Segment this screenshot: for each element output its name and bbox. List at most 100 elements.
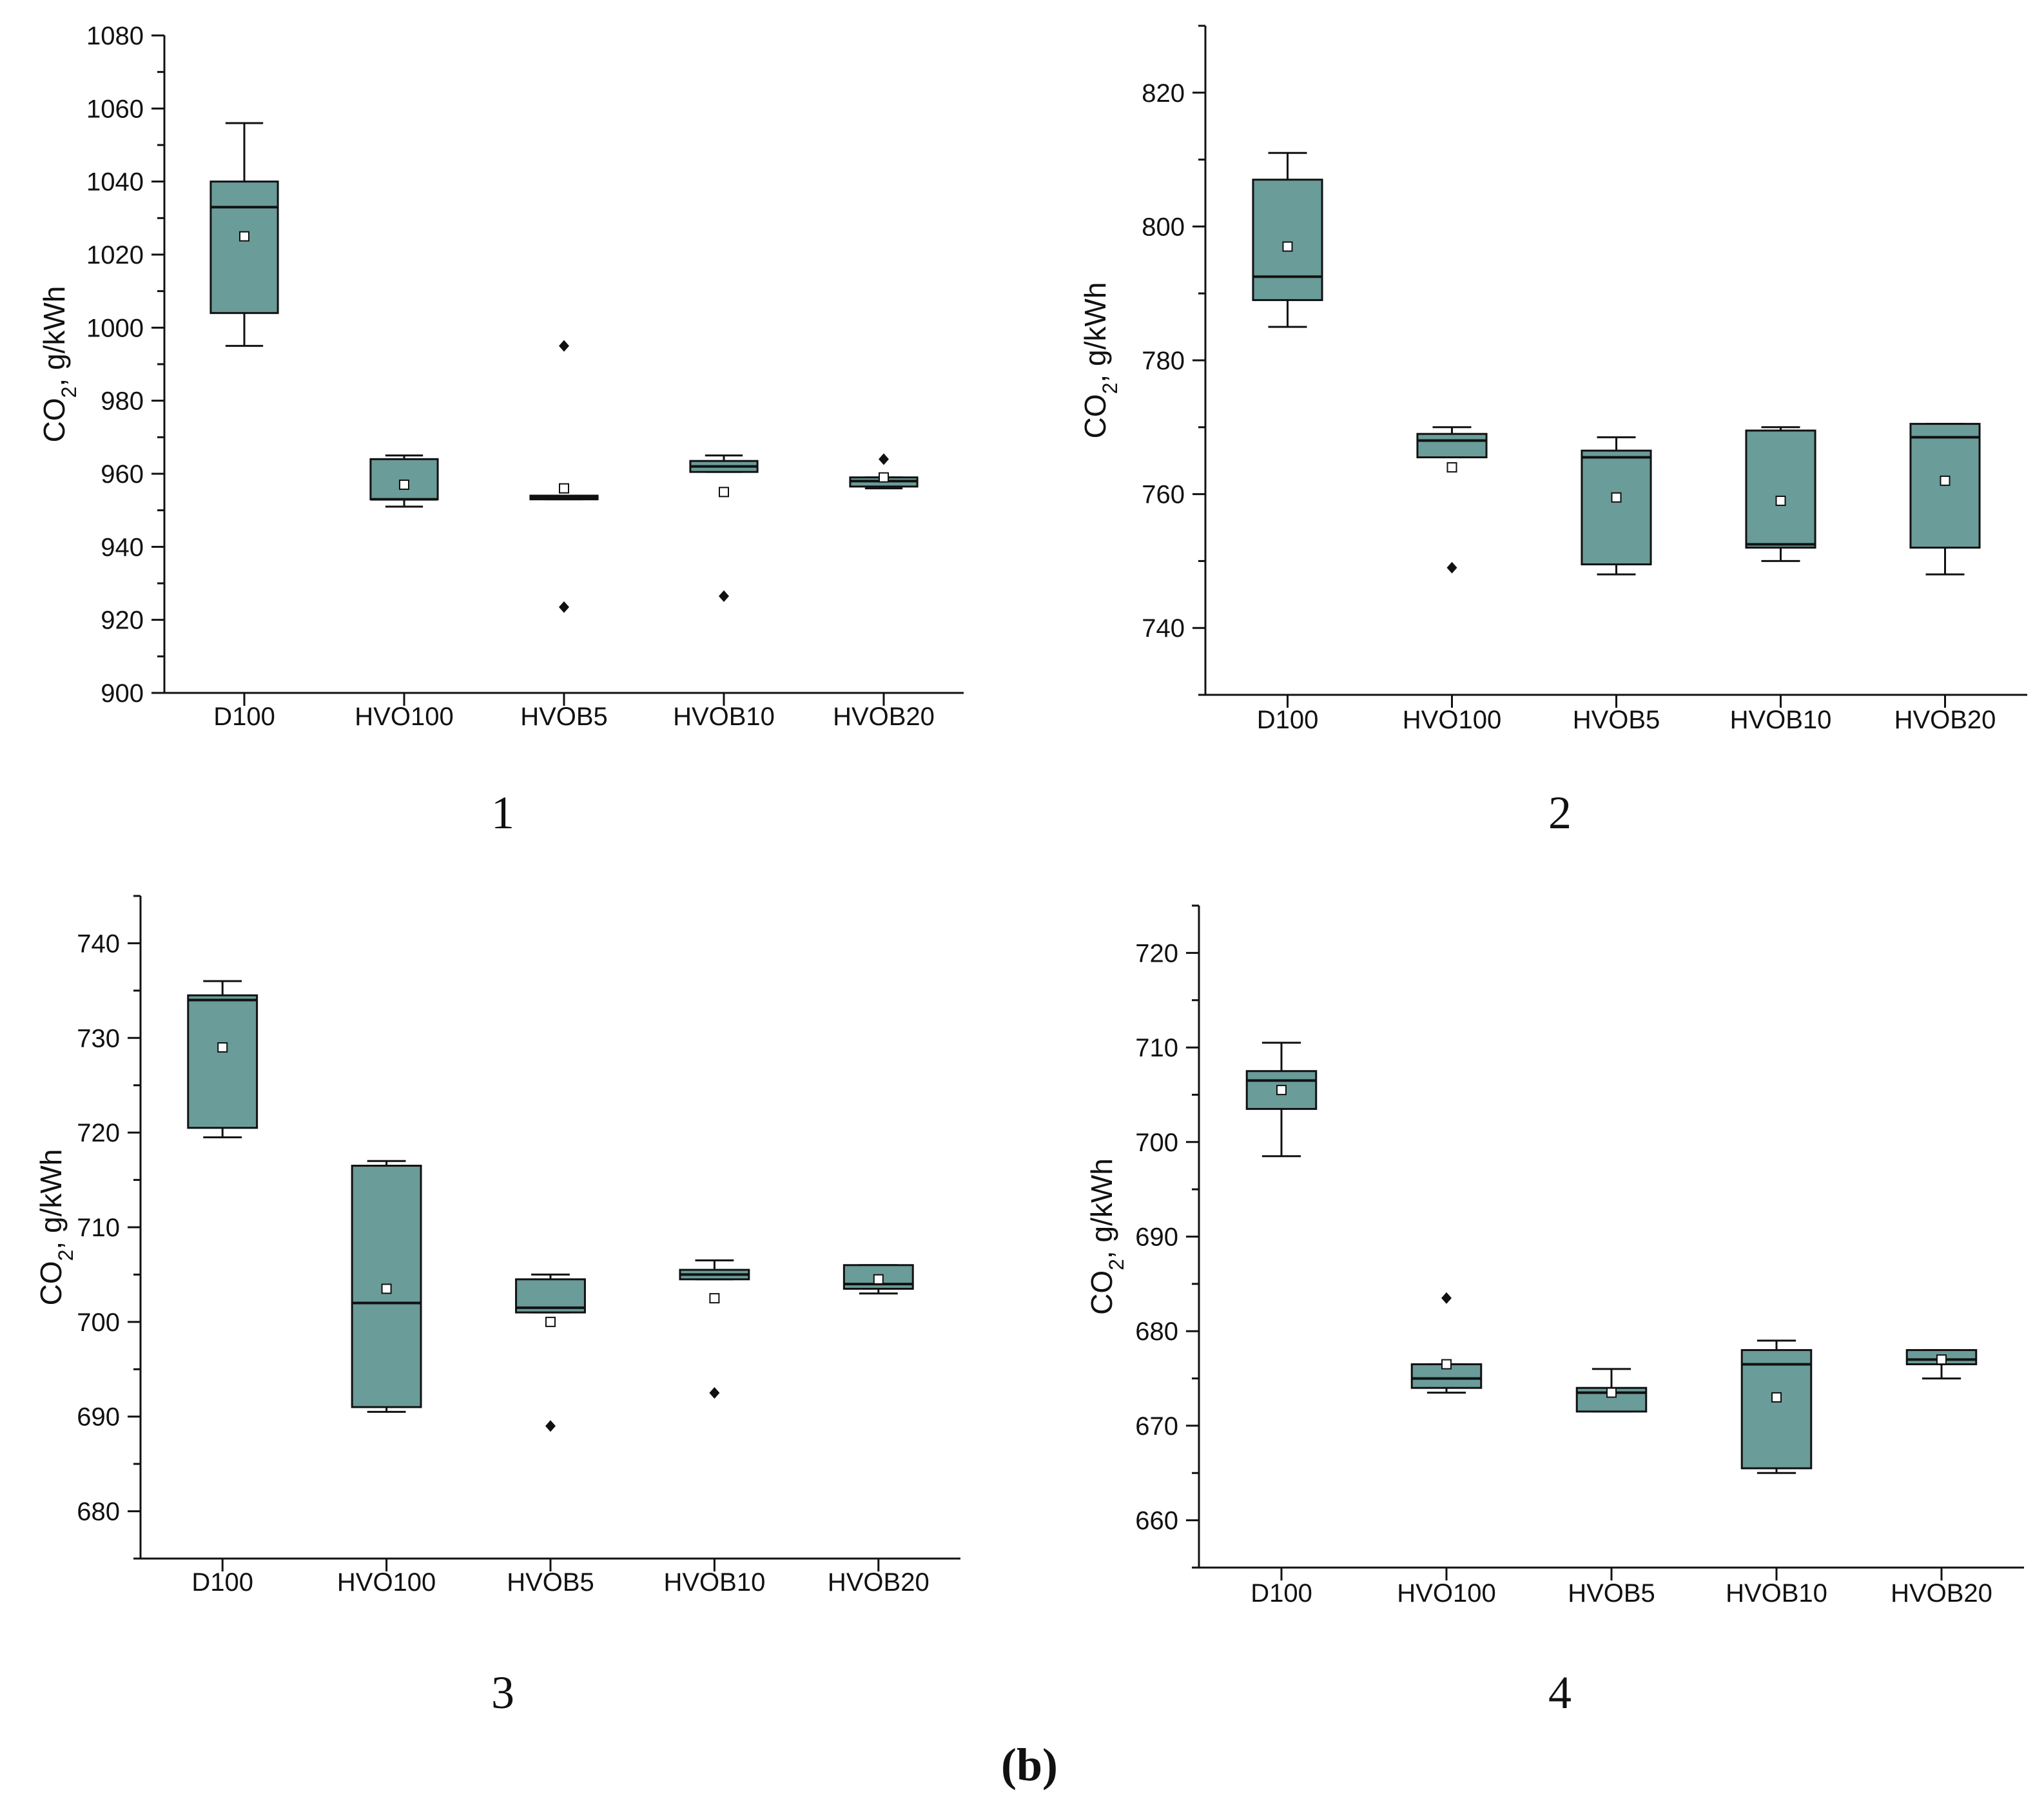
mean-marker <box>1940 475 1951 486</box>
chart-panel-1: 900 920 940 960 980 1000 1020 1040 1060 1080 CO2, … <box>37 22 964 839</box>
box-hvob10 <box>679 1259 750 1399</box>
y-tick-label: 690 <box>1135 1223 1178 1252</box>
y-tick-label: 740 <box>77 929 120 958</box>
box-hvob20 <box>849 453 919 490</box>
y-tick-label: 660 <box>1135 1507 1178 1535</box>
y-tick-label: 1000 <box>86 314 144 342</box>
mean-marker <box>559 483 569 494</box>
box-hvob10 <box>689 454 759 602</box>
x-tick-label-hvob5: HVOB5 <box>507 1568 594 1597</box>
mean-marker <box>1775 495 1786 506</box>
iqr-box <box>1416 433 1488 459</box>
y-tick-label: 730 <box>77 1024 120 1053</box>
mean-marker <box>239 231 249 242</box>
y-tick-label: 900 <box>101 679 144 708</box>
mean-marker <box>1446 462 1457 473</box>
x-tick-label-hvob20: HVOB20 <box>1891 1579 1992 1608</box>
y-tick-label: 1080 <box>86 22 144 50</box>
panel-number: 2 <box>1548 787 1572 839</box>
y-tick-label: 980 <box>101 387 144 416</box>
x-tick-label-hvob5: HVOB5 <box>1573 706 1660 734</box>
x-tick-label-hvo100: HVO100 <box>337 1568 436 1597</box>
outlier-point <box>545 1420 556 1432</box>
box-hvo100 <box>369 454 439 508</box>
x-tick-label-hvob10: HVOB10 <box>673 703 775 731</box>
chart-panel-4: 660 670 680 690 700 710 720 CO2, g/kWh D100 HVO10… <box>1085 904 2024 1718</box>
x-tick-label-hvob5: HVOB5 <box>1568 1579 1655 1608</box>
mean-marker <box>1611 492 1622 503</box>
box-hvob20 <box>842 1264 914 1295</box>
mean-marker <box>1936 1354 1947 1365</box>
mean-marker <box>1276 1085 1287 1096</box>
box-d100 <box>1245 1042 1318 1158</box>
box-d100 <box>187 980 258 1138</box>
y-axis-label: CO2, g/kWh <box>34 1149 77 1306</box>
y-tick-label: 690 <box>77 1403 120 1432</box>
outlier-point <box>559 340 569 352</box>
mean-marker <box>873 1274 884 1285</box>
y-tick-label: 1020 <box>86 241 144 269</box>
panel-number: 3 <box>491 1667 514 1718</box>
x-tick-label-hvo100: HVO100 <box>355 703 453 731</box>
y-axis-label: CO2, g/kWh <box>1085 1158 1128 1315</box>
iqr-box <box>1740 1349 1813 1470</box>
mean-marker <box>1282 241 1293 252</box>
y-axis-label: CO2, g/kWh <box>1078 282 1122 439</box>
box-hvob20 <box>1905 1349 1978 1380</box>
y-tick-label: 760 <box>1142 481 1185 509</box>
y-tick-label: 680 <box>1135 1317 1178 1346</box>
outlier-point <box>879 453 889 465</box>
y-tick-label: 800 <box>1142 213 1185 241</box>
box-hvob10 <box>1740 1339 1813 1474</box>
y-tick-label: 700 <box>77 1308 120 1337</box>
y-tick-label: 710 <box>1135 1034 1178 1062</box>
y-tick-label: 680 <box>77 1498 120 1526</box>
chart-panel-3: 680 690 700 710 720 730 740 CO2, g/kWh D100 HVO10… <box>34 895 960 1718</box>
y-axis-label: CO2, g/kWh <box>37 286 81 443</box>
box-hvob10 <box>1745 426 1816 562</box>
x-tick-label-hvo100: HVO100 <box>1403 706 1501 734</box>
x-tick-label-hvob10: HVOB10 <box>1730 706 1832 734</box>
y-tick-label: 940 <box>101 533 144 561</box>
mean-marker <box>217 1042 228 1053</box>
y-tick-label: 720 <box>1135 939 1178 967</box>
box-hvo100 <box>1410 1292 1483 1394</box>
x-tick-label-hvob20: HVOB20 <box>828 1568 930 1597</box>
iqr-box <box>1581 449 1652 566</box>
mean-marker <box>879 472 889 483</box>
box-hvob20 <box>1909 423 1981 576</box>
x-tick-label-hvob10: HVOB10 <box>1726 1579 1827 1608</box>
mean-marker <box>1606 1387 1617 1398</box>
mean-marker <box>381 1283 392 1294</box>
y-tick-label: 740 <box>1142 614 1185 643</box>
y-tick-label: 1040 <box>86 168 144 197</box>
box-hvob5 <box>529 340 599 613</box>
x-tick-label-hvob20: HVOB20 <box>833 703 935 731</box>
mean-marker <box>1441 1359 1452 1370</box>
iqr-box <box>369 458 439 501</box>
mean-marker <box>1771 1392 1782 1403</box>
y-tick-label: 1060 <box>86 95 144 123</box>
box-hvob5 <box>515 1273 586 1432</box>
y-tick-label: 700 <box>1135 1129 1178 1157</box>
x-tick-label-hvob20: HVOB20 <box>1894 706 1996 734</box>
box-hvo100 <box>351 1160 422 1413</box>
box-hvo100 <box>1416 426 1488 574</box>
y-tick-label: 670 <box>1135 1412 1178 1441</box>
panel-number: 1 <box>491 787 514 839</box>
box-d100 <box>1252 151 1323 328</box>
x-tick-label-d100: D100 <box>191 1568 253 1597</box>
figure-label: (b) <box>1001 1739 1058 1791</box>
x-tick-label-d100: D100 <box>213 703 275 731</box>
y-tick-label: 720 <box>77 1119 120 1147</box>
y-tick-label: 710 <box>77 1214 120 1242</box>
chart-panel-2: 740 760 780 800 820 CO2, g/kWh D100 HVO100 HVOB5… <box>1078 24 2027 839</box>
mean-marker <box>719 487 729 498</box>
x-tick-label-hvob5: HVOB5 <box>520 703 608 731</box>
outlier-point <box>559 601 569 613</box>
y-tick-label: 820 <box>1142 79 1185 108</box>
mean-marker <box>545 1316 556 1327</box>
y-tick-label: 960 <box>101 460 144 489</box>
